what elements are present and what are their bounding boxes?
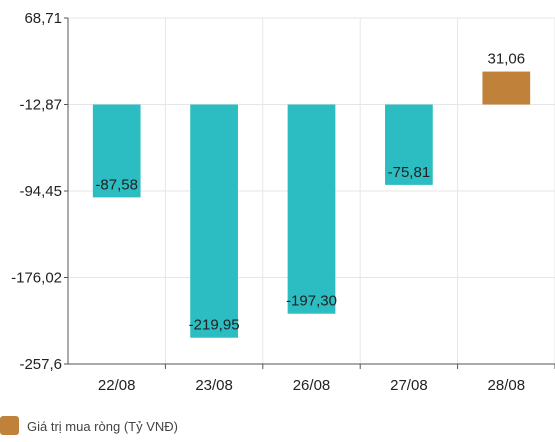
y-tick-label: 68,71 <box>24 10 62 27</box>
x-tick-label: 28/08 <box>488 377 526 394</box>
x-axis-tick-labels: 22/08 23/08 26/08 27/08 28/08 <box>98 377 525 394</box>
data-label: -87,58 <box>95 176 138 193</box>
legend[interactable]: Giá trị mua ròng (Tỷ VNĐ) <box>0 416 178 435</box>
x-tick-label: 26/08 <box>293 377 331 394</box>
bar <box>92 104 141 198</box>
x-tick-label: 27/08 <box>390 377 428 394</box>
bar <box>482 71 531 105</box>
legend-label[interactable]: Giá trị mua ròng (Tỷ VNĐ) <box>27 419 178 434</box>
axes <box>64 17 555 369</box>
bar <box>190 104 238 338</box>
data-label: -75,81 <box>388 164 431 181</box>
data-label: 31,06 <box>488 51 526 68</box>
data-labels: -87,58 -219,95 -197,30 -75,81 31,06 <box>95 51 525 334</box>
data-label: -219,95 <box>189 317 240 334</box>
data-label: -197,30 <box>286 293 337 310</box>
y-axis-tick-labels: 68,71 -12,87 -94,45 -176,02 -257,6 <box>11 10 62 373</box>
y-tick-label: -94,45 <box>19 183 62 200</box>
y-tick-label: -176,02 <box>11 269 62 286</box>
x-tick-label: 22/08 <box>98 377 136 394</box>
bars <box>92 71 531 338</box>
bar <box>385 104 433 185</box>
y-tick-label: -257,6 <box>19 356 62 373</box>
bar <box>287 104 336 314</box>
x-tick-label: 23/08 <box>195 377 233 394</box>
legend-swatch[interactable] <box>0 416 19 435</box>
y-tick-label: -12,87 <box>19 97 62 114</box>
